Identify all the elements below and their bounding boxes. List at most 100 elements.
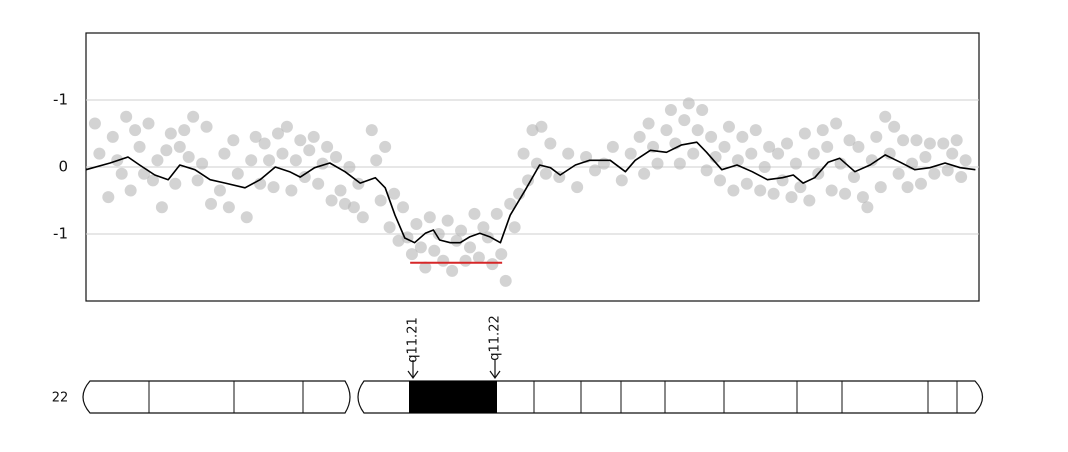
- point: [691, 124, 704, 137]
- point: [727, 184, 740, 197]
- plot-area: -1 0 -1: [53, 91, 979, 287]
- point: [754, 184, 767, 197]
- point: [115, 167, 128, 180]
- point: [450, 234, 463, 247]
- point: [530, 157, 543, 170]
- point: [88, 117, 101, 130]
- point: [187, 110, 200, 123]
- point: [781, 137, 794, 150]
- point: [263, 154, 276, 167]
- point: [129, 124, 142, 137]
- point: [213, 184, 226, 197]
- point: [678, 114, 691, 127]
- point: [923, 137, 936, 150]
- point: [428, 244, 441, 257]
- point: [937, 137, 950, 150]
- point: [798, 127, 811, 140]
- point: [490, 207, 503, 220]
- point: [839, 187, 852, 200]
- point: [722, 120, 735, 133]
- chromosome-label: 22: [52, 391, 69, 406]
- point: [856, 191, 869, 204]
- point: [758, 161, 771, 173]
- point: [330, 150, 343, 163]
- point: [321, 140, 334, 153]
- point: [696, 104, 709, 117]
- point: [624, 147, 637, 160]
- point: [879, 110, 892, 123]
- point: [285, 184, 298, 197]
- point: [405, 248, 418, 261]
- point: [928, 167, 941, 180]
- point: [468, 207, 481, 220]
- point: [93, 147, 106, 160]
- point: [472, 251, 485, 264]
- point: [874, 181, 887, 194]
- point: [673, 157, 686, 170]
- band-dark: [409, 381, 497, 413]
- point: [660, 124, 673, 137]
- ideogram: 22 q11.21 q11.22: [52, 315, 984, 414]
- band-annotation: q11.22: [488, 315, 503, 360]
- point: [303, 144, 316, 157]
- point: [356, 211, 369, 224]
- point: [414, 241, 427, 254]
- point: [718, 140, 731, 153]
- band-borders: [533, 381, 958, 413]
- point: [597, 157, 610, 170]
- point: [606, 140, 619, 153]
- point: [870, 130, 883, 143]
- point: [914, 177, 927, 190]
- point: [120, 110, 133, 123]
- point: [941, 164, 954, 177]
- point: [477, 221, 490, 234]
- point: [865, 154, 878, 167]
- point: [334, 184, 347, 197]
- point: [664, 104, 677, 117]
- point: [370, 154, 383, 167]
- point: [852, 140, 865, 153]
- point: [102, 191, 115, 204]
- point: [325, 194, 338, 207]
- point: [423, 211, 436, 224]
- point: [276, 147, 289, 160]
- point: [794, 181, 807, 194]
- point: [196, 157, 209, 170]
- point: [146, 174, 159, 187]
- point: [687, 147, 700, 160]
- point: [843, 134, 856, 147]
- point: [888, 120, 901, 133]
- point: [651, 157, 664, 170]
- point: [955, 171, 968, 184]
- point: [919, 150, 932, 163]
- point: [182, 150, 195, 163]
- y-tick-label: 0: [58, 158, 68, 176]
- p-arm: [82, 380, 351, 414]
- y-tick-label: -1: [53, 225, 68, 243]
- arrow: [489, 360, 501, 380]
- point: [892, 167, 905, 180]
- point: [249, 130, 262, 143]
- point: [307, 130, 320, 143]
- point: [910, 134, 923, 147]
- point: [633, 130, 646, 143]
- point: [169, 177, 182, 190]
- point: [539, 167, 552, 180]
- point: [789, 157, 802, 170]
- point: [245, 154, 258, 167]
- point: [441, 214, 454, 227]
- point: [142, 117, 155, 130]
- point: [222, 201, 235, 214]
- point: [258, 137, 271, 150]
- point: [535, 120, 548, 133]
- point: [946, 147, 959, 160]
- point: [638, 167, 651, 180]
- point: [571, 181, 584, 194]
- point: [388, 187, 401, 200]
- point: [459, 254, 472, 267]
- point: [807, 147, 820, 160]
- point: [160, 144, 173, 157]
- point: [173, 140, 186, 153]
- point: [508, 221, 521, 234]
- q-arm: [357, 380, 984, 414]
